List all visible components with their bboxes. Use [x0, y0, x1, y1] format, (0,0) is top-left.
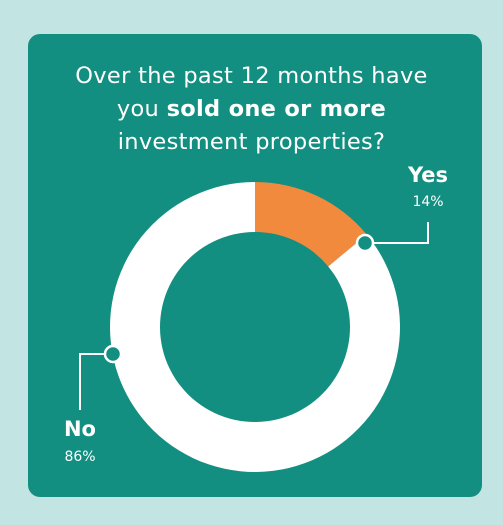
- card-background: [28, 34, 482, 497]
- title-line-2-bold: sold one or more: [166, 96, 387, 122]
- yes-callout-line: [365, 222, 429, 244]
- donut-slices: [110, 182, 400, 472]
- title-line-2: you sold one or more: [0, 93, 503, 126]
- no-callout-line: [79, 353, 113, 410]
- title-line-2-prefix: you: [116, 96, 167, 122]
- no-value-label: 86%: [64, 449, 95, 465]
- title-line-3: investment properties?: [117, 129, 386, 155]
- title-line-1: Over the past 12 months have: [75, 63, 428, 89]
- callouts: [79, 222, 429, 410]
- no-callout-dot: [103, 344, 123, 364]
- yes-value-label: 14%: [412, 194, 443, 210]
- yes-label: Yes: [407, 163, 448, 187]
- slice-yes: [255, 182, 367, 267]
- chart-title: Over the past 12 months have you sold on…: [0, 60, 503, 159]
- yes-callout-dot: [355, 233, 375, 253]
- slice-no: [110, 182, 400, 472]
- no-label: No: [64, 417, 96, 441]
